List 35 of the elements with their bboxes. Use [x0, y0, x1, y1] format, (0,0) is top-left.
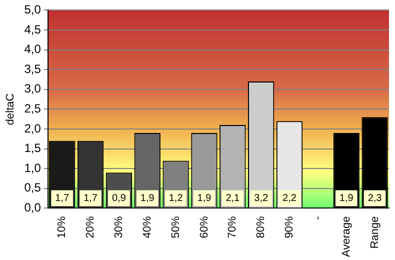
data-label: 1,7 [55, 192, 70, 204]
y-tick-label: 5,0 [24, 2, 42, 17]
x-tick-label: 40% [141, 216, 154, 238]
x-tick-label: Range [368, 216, 381, 249]
x-tick-label: 20% [84, 216, 97, 238]
y-tick-label: 0,5 [24, 180, 42, 195]
y-tick-label: 2,0 [24, 121, 42, 136]
y-tick-label: 2,5 [24, 102, 42, 116]
y-tick-label: 4,0 [24, 42, 42, 56]
data-label: 2,1 [226, 192, 240, 204]
y-tick-label: 1,5 [24, 141, 42, 156]
data-label: 1,9 [197, 192, 212, 204]
x-tick-label: 10% [56, 216, 68, 238]
data-label: 1,7 [84, 192, 98, 204]
data-label: 1,2 [168, 192, 184, 204]
data-label: 2,3 [368, 192, 382, 204]
data-label: 1,9 [339, 192, 354, 204]
x-tick-label: 80% [255, 216, 268, 238]
y-axis-title: deltaC [4, 93, 17, 126]
y-tick-label: 1,0 [24, 160, 42, 175]
x-tick-label: Average [340, 216, 352, 258]
data-label: 0,9 [112, 192, 126, 204]
y-tick-label: 4,5 [24, 22, 42, 36]
y-tick-label: 3,5 [24, 62, 42, 76]
x-tick-label: 70% [226, 216, 239, 238]
data-label: 2,2 [282, 192, 297, 204]
x-tick-label: 30% [112, 216, 125, 238]
data-label: 3,2 [254, 192, 268, 204]
x-tick-label: 90% [284, 216, 296, 238]
y-tick-label: 0,0 [24, 200, 42, 215]
x-tick-label: - [312, 216, 324, 220]
x-tick-label: 60% [198, 216, 210, 238]
data-label: 1,9 [140, 192, 155, 204]
x-tick-label: 50% [170, 216, 182, 238]
y-tick-label: 3,0 [24, 82, 42, 96]
